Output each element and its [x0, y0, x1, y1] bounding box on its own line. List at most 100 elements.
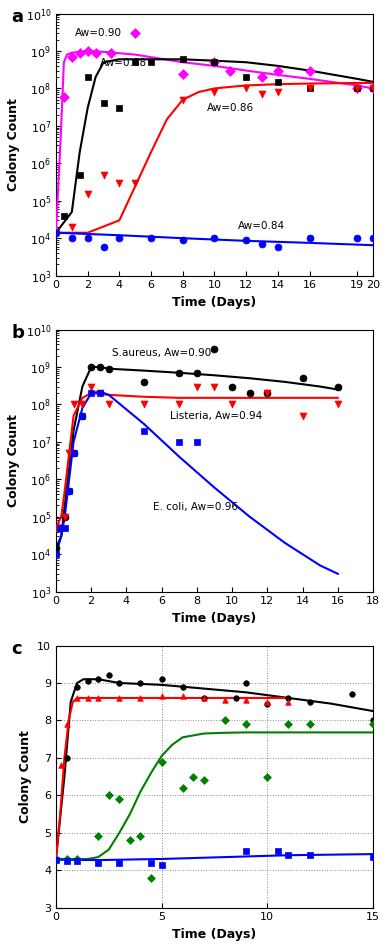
Point: [243, 675, 249, 690]
Point: [53, 851, 59, 866]
Y-axis label: Colony Count: Colony Count: [19, 730, 31, 823]
Point: [100, 96, 106, 111]
Point: [275, 84, 281, 100]
Point: [243, 232, 249, 247]
Point: [100, 239, 106, 254]
Point: [370, 81, 376, 96]
Point: [106, 668, 112, 684]
Point: [57, 520, 63, 536]
Point: [176, 397, 182, 412]
Point: [116, 690, 122, 705]
X-axis label: Time (Days): Time (Days): [172, 612, 257, 625]
Point: [307, 717, 313, 732]
Point: [370, 849, 376, 865]
Point: [116, 230, 122, 246]
Point: [194, 365, 200, 380]
Point: [159, 754, 165, 769]
Point: [53, 851, 59, 866]
Point: [275, 844, 281, 859]
Point: [370, 230, 376, 246]
Point: [66, 483, 72, 498]
Point: [85, 673, 91, 688]
Text: Aw=0.86: Aw=0.86: [207, 103, 253, 113]
Point: [95, 672, 101, 687]
Text: Aw=0.88: Aw=0.88: [100, 58, 147, 68]
Point: [285, 717, 291, 732]
Point: [58, 757, 64, 773]
Point: [259, 236, 265, 251]
Text: b: b: [12, 324, 24, 342]
Point: [70, 446, 77, 461]
Point: [85, 187, 91, 202]
Point: [243, 692, 249, 707]
Point: [53, 225, 59, 240]
Point: [148, 870, 154, 885]
Point: [132, 175, 138, 191]
Point: [211, 55, 217, 70]
Point: [211, 55, 217, 70]
Point: [148, 230, 154, 246]
Point: [180, 679, 186, 694]
Point: [264, 386, 271, 401]
Point: [307, 694, 313, 709]
Point: [53, 547, 59, 562]
Point: [222, 692, 228, 707]
Point: [57, 520, 63, 536]
Point: [300, 371, 306, 386]
Point: [354, 81, 360, 96]
Point: [180, 66, 186, 82]
Point: [222, 713, 228, 728]
Text: c: c: [12, 640, 22, 658]
Point: [127, 832, 133, 848]
Point: [62, 509, 68, 524]
Point: [106, 788, 112, 803]
Point: [159, 672, 165, 687]
Point: [61, 89, 67, 104]
Point: [141, 423, 147, 438]
Point: [264, 696, 271, 711]
Point: [229, 397, 235, 412]
Point: [201, 690, 207, 705]
Point: [106, 397, 112, 412]
Point: [370, 81, 376, 96]
Point: [247, 386, 253, 401]
Point: [190, 769, 197, 784]
X-axis label: Time (Days): Time (Days): [172, 296, 257, 309]
Point: [211, 341, 217, 356]
Point: [159, 688, 165, 703]
Point: [88, 359, 94, 374]
Point: [63, 717, 70, 732]
Point: [85, 44, 91, 59]
Point: [70, 446, 77, 461]
Point: [88, 379, 94, 394]
Point: [97, 359, 103, 374]
Point: [95, 855, 101, 870]
Point: [116, 175, 122, 191]
Point: [53, 225, 59, 240]
Point: [63, 851, 70, 866]
Point: [85, 69, 91, 84]
Point: [264, 694, 271, 709]
Point: [77, 46, 83, 61]
Point: [194, 434, 200, 449]
Point: [243, 717, 249, 732]
Point: [285, 694, 291, 709]
Point: [95, 690, 101, 705]
Point: [300, 409, 306, 424]
Point: [227, 63, 233, 78]
Point: [100, 167, 106, 182]
Point: [259, 86, 265, 101]
Point: [62, 509, 68, 524]
Point: [264, 769, 271, 784]
Point: [275, 63, 281, 78]
Point: [108, 46, 115, 61]
Point: [201, 690, 207, 705]
Point: [141, 374, 147, 390]
Point: [53, 851, 59, 866]
Point: [74, 851, 80, 866]
Point: [243, 69, 249, 84]
Point: [180, 92, 186, 107]
Point: [53, 520, 59, 536]
Point: [335, 379, 341, 394]
Point: [97, 386, 103, 401]
